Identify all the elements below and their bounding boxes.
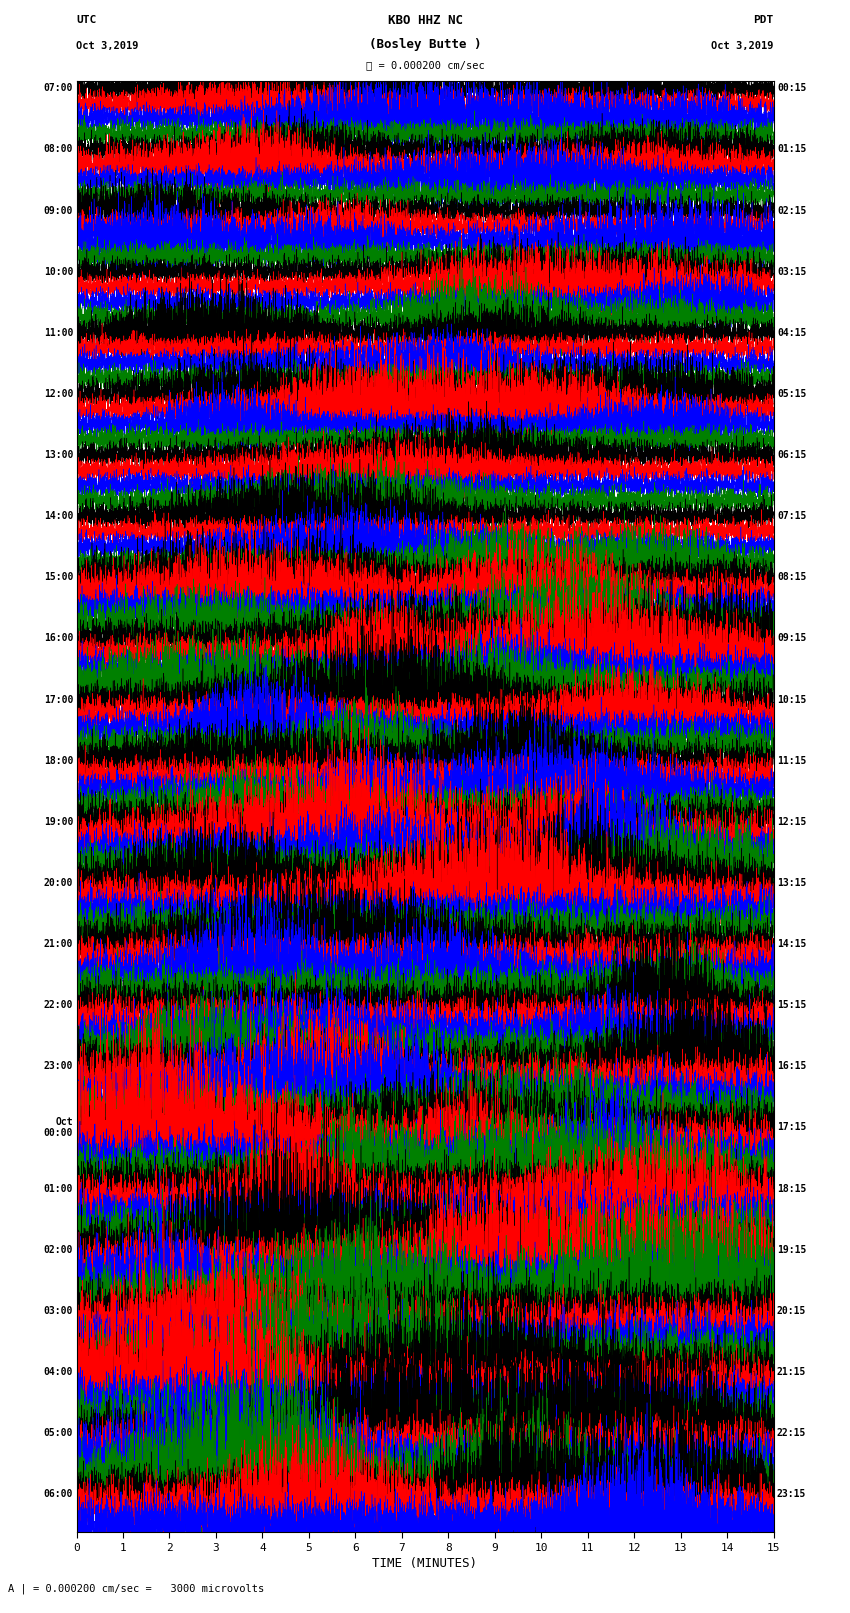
Text: 05:15: 05:15: [777, 389, 807, 398]
Text: 15:15: 15:15: [777, 1000, 807, 1010]
Text: 20:15: 20:15: [777, 1307, 807, 1316]
Text: 14:00: 14:00: [43, 511, 73, 521]
Text: PDT: PDT: [753, 15, 774, 26]
Text: 08:15: 08:15: [777, 573, 807, 582]
Text: 21:00: 21:00: [43, 939, 73, 948]
Text: 10:00: 10:00: [43, 266, 73, 277]
Text: 06:00: 06:00: [43, 1489, 73, 1498]
Text: Oct
00:00: Oct 00:00: [43, 1116, 73, 1139]
Text: UTC: UTC: [76, 15, 97, 26]
Text: 06:15: 06:15: [777, 450, 807, 460]
Text: 18:15: 18:15: [777, 1184, 807, 1194]
Text: 22:00: 22:00: [43, 1000, 73, 1010]
Text: 16:15: 16:15: [777, 1061, 807, 1071]
Text: 11:15: 11:15: [777, 755, 807, 766]
Text: (Bosley Butte ): (Bosley Butte ): [369, 37, 481, 52]
Text: 04:15: 04:15: [777, 327, 807, 337]
Text: 07:15: 07:15: [777, 511, 807, 521]
Text: 13:15: 13:15: [777, 877, 807, 887]
Text: 03:15: 03:15: [777, 266, 807, 277]
Text: 11:00: 11:00: [43, 327, 73, 337]
Text: ⏐ = 0.000200 cm/sec: ⏐ = 0.000200 cm/sec: [366, 60, 484, 71]
Text: 13:00: 13:00: [43, 450, 73, 460]
Text: 05:00: 05:00: [43, 1428, 73, 1439]
Text: 01:15: 01:15: [777, 145, 807, 155]
Text: 16:00: 16:00: [43, 634, 73, 644]
Text: 02:00: 02:00: [43, 1245, 73, 1255]
Text: 20:00: 20:00: [43, 877, 73, 887]
Text: 19:15: 19:15: [777, 1245, 807, 1255]
Text: 23:00: 23:00: [43, 1061, 73, 1071]
Text: 09:00: 09:00: [43, 205, 73, 216]
Text: 03:00: 03:00: [43, 1307, 73, 1316]
Text: 02:15: 02:15: [777, 205, 807, 216]
Text: 07:00: 07:00: [43, 84, 73, 94]
Text: 00:15: 00:15: [777, 84, 807, 94]
Text: 04:00: 04:00: [43, 1366, 73, 1378]
Text: 12:15: 12:15: [777, 816, 807, 827]
Text: 17:00: 17:00: [43, 695, 73, 705]
Text: 01:00: 01:00: [43, 1184, 73, 1194]
Text: 22:15: 22:15: [777, 1428, 807, 1439]
Text: 08:00: 08:00: [43, 145, 73, 155]
Text: 17:15: 17:15: [777, 1123, 807, 1132]
Text: Oct 3,2019: Oct 3,2019: [711, 40, 774, 52]
Text: 09:15: 09:15: [777, 634, 807, 644]
Text: 23:15: 23:15: [777, 1489, 807, 1498]
Text: 14:15: 14:15: [777, 939, 807, 948]
Text: 12:00: 12:00: [43, 389, 73, 398]
Text: 10:15: 10:15: [777, 695, 807, 705]
X-axis label: TIME (MINUTES): TIME (MINUTES): [372, 1557, 478, 1569]
Text: A | = 0.000200 cm/sec =   3000 microvolts: A | = 0.000200 cm/sec = 3000 microvolts: [8, 1584, 264, 1594]
Text: Oct 3,2019: Oct 3,2019: [76, 40, 139, 52]
Text: KBO HHZ NC: KBO HHZ NC: [388, 13, 462, 27]
Text: 19:00: 19:00: [43, 816, 73, 827]
Text: 15:00: 15:00: [43, 573, 73, 582]
Text: 18:00: 18:00: [43, 755, 73, 766]
Text: 21:15: 21:15: [777, 1366, 807, 1378]
